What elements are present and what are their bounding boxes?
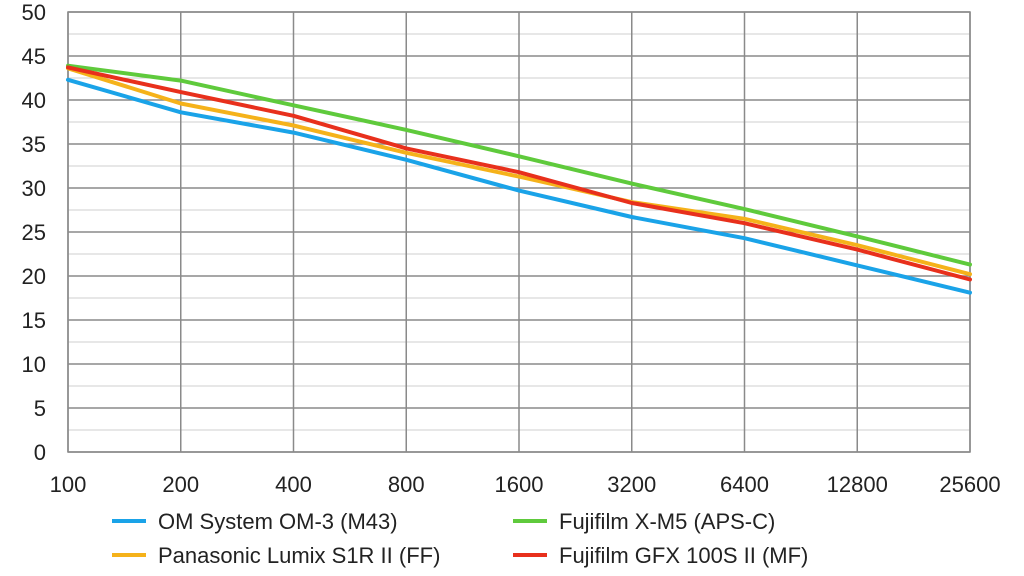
y-tick-label: 45	[22, 44, 46, 69]
series-line	[66, 65, 972, 282]
y-tick-label: 5	[34, 396, 46, 421]
legend: OM System OM-3 (M43) Fujifilm X-M5 (APS-C…	[112, 509, 808, 568]
x-tick-label: 200	[162, 472, 199, 497]
x-tick-label: 3200	[607, 472, 656, 497]
x-tick-label: 12800	[827, 472, 888, 497]
y-tick-label: 25	[22, 220, 46, 245]
legend-label: OM System OM-3 (M43)	[158, 509, 398, 534]
y-tick-label: 15	[22, 308, 46, 333]
y-tick-label: 20	[22, 264, 46, 289]
y-tick-label: 50	[22, 0, 46, 25]
series-line	[66, 63, 972, 267]
legend-label: Fujifilm GFX 100S II (MF)	[559, 543, 808, 568]
gridlines	[67, 11, 971, 453]
y-tick-label: 40	[22, 88, 46, 113]
x-tick-label: 100	[50, 472, 87, 497]
y-tick-label: 35	[22, 132, 46, 157]
legend-label: Fujifilm X-M5 (APS-C)	[559, 509, 775, 534]
x-axis-ticks: 100 200 400 800 1600 3200 6400 12800 25600	[50, 472, 1001, 497]
plot-frame	[67, 11, 971, 453]
x-tick-label: 25600	[939, 472, 1000, 497]
series-line	[66, 66, 972, 277]
series-line	[66, 77, 972, 295]
y-axis-ticks: 0 5 10 15 20 25 30 35 40 45 50	[22, 0, 46, 465]
x-tick-label: 1600	[495, 472, 544, 497]
legend-label: Panasonic Lumix S1R II (FF)	[158, 543, 440, 568]
x-tick-label: 800	[388, 472, 425, 497]
y-tick-label: 30	[22, 176, 46, 201]
series-lines	[66, 63, 972, 295]
x-tick-label: 6400	[720, 472, 769, 497]
x-tick-label: 400	[275, 472, 312, 497]
y-tick-label: 0	[34, 440, 46, 465]
y-tick-label: 10	[22, 352, 46, 377]
